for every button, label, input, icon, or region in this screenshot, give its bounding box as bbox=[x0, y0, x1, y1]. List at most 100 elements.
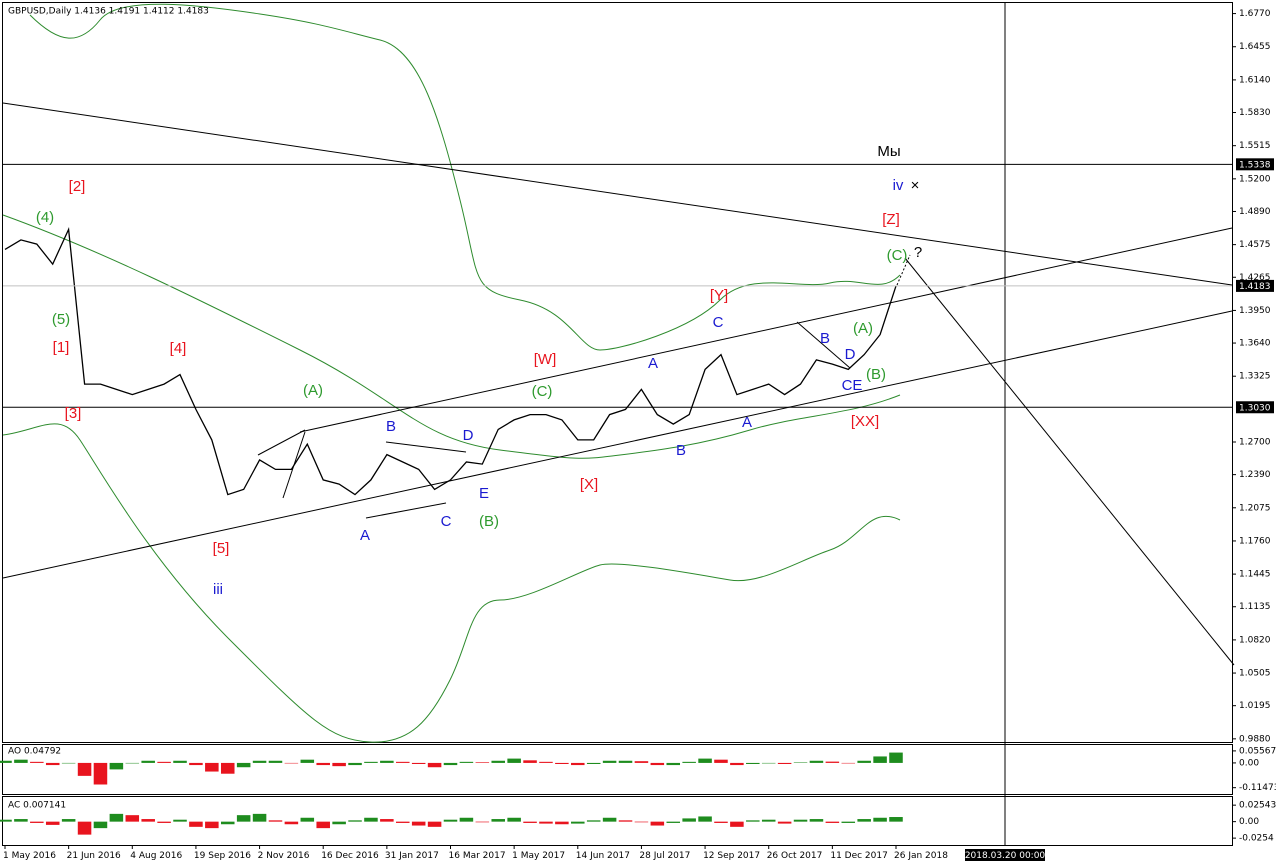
wave-label: [X] bbox=[580, 476, 598, 493]
histogram-bar bbox=[236, 762, 251, 768]
wave-label: (C) bbox=[532, 383, 553, 400]
histogram-bar bbox=[220, 762, 235, 774]
histogram-bar bbox=[300, 817, 315, 822]
trendline bbox=[796, 321, 851, 369]
cursor-label: 2018.03.20 00:00 bbox=[965, 851, 1046, 861]
wave-label: (C) bbox=[887, 247, 908, 264]
ac-title: AC 0.007141 bbox=[8, 801, 66, 811]
wave-label: (4) bbox=[36, 209, 54, 226]
histogram-bar bbox=[650, 762, 665, 766]
histogram-bar bbox=[45, 762, 60, 766]
histogram-bar bbox=[77, 821, 92, 835]
trendline bbox=[299, 227, 1233, 433]
projection bbox=[896, 254, 911, 286]
histogram-bar bbox=[348, 820, 362, 822]
histogram-bar bbox=[411, 821, 426, 826]
middle-band bbox=[2, 214, 901, 459]
wave-label: iv bbox=[893, 177, 904, 194]
y-tick-label: 0.9880 bbox=[1239, 734, 1271, 744]
histogram-bar bbox=[93, 821, 108, 829]
y-tick-label: 1.4890 bbox=[1239, 207, 1271, 217]
y-tick-label: 1.5200 bbox=[1239, 174, 1271, 184]
histogram-bar bbox=[14, 819, 28, 822]
wave-label: [4] bbox=[170, 340, 187, 357]
histogram-bar bbox=[0, 760, 12, 763]
histogram-bar bbox=[300, 759, 315, 763]
wave-label: C bbox=[441, 513, 452, 530]
histogram-bar bbox=[666, 821, 681, 823]
trendline bbox=[365, 502, 447, 519]
histogram-bar bbox=[539, 821, 553, 824]
wave-label: Мы bbox=[877, 143, 900, 160]
histogram-bar bbox=[491, 760, 505, 763]
x-tick-label: 1 May 2016 bbox=[3, 851, 56, 861]
y-tick-label: 1.0820 bbox=[1239, 635, 1271, 645]
y-tick-label: 1.3325 bbox=[1239, 372, 1271, 382]
histogram-bar bbox=[698, 758, 712, 763]
bands bbox=[2, 3, 901, 743]
upper-band bbox=[29, 3, 901, 351]
wave-label: C bbox=[713, 314, 724, 331]
histogram-bar bbox=[173, 819, 187, 822]
y-tick-label: 1.3950 bbox=[1239, 306, 1271, 316]
histogram-bar bbox=[332, 821, 346, 825]
wave-label: [5] bbox=[213, 540, 230, 557]
wave-label: [2] bbox=[69, 178, 86, 195]
histogram-bar bbox=[889, 752, 903, 763]
histogram-bar bbox=[396, 821, 410, 823]
histogram-bar bbox=[427, 762, 442, 768]
y-tick-label: 1.1760 bbox=[1239, 536, 1271, 546]
lower-band bbox=[2, 423, 901, 743]
histogram-bar bbox=[523, 760, 537, 763]
ao-title: AO 0.04792 bbox=[8, 747, 61, 757]
y-tick-label: 0.05567 bbox=[1239, 746, 1276, 756]
histogram-bar bbox=[93, 762, 108, 785]
chart-title: GBPUSD,Daily 1.4136 1.4191 1.4112 1.4183 bbox=[8, 7, 209, 17]
trendline bbox=[904, 257, 1235, 666]
histogram-bar bbox=[809, 760, 824, 763]
y-tick-label: -0.11473 bbox=[1239, 783, 1276, 793]
histogram-bar bbox=[316, 821, 330, 829]
histogram-bar bbox=[777, 762, 792, 764]
level-box bbox=[1236, 158, 1274, 171]
x-tick-label: 26 Oct 2017 bbox=[767, 851, 823, 861]
histogram-bar bbox=[666, 762, 681, 766]
histogram-bar bbox=[459, 761, 474, 763]
histogram-bar bbox=[857, 760, 871, 763]
histogram-bar bbox=[539, 761, 553, 763]
price-line bbox=[4, 226, 897, 496]
y-tick-label: 0.00 bbox=[1239, 817, 1259, 827]
y-tick-label: 1.0505 bbox=[1239, 669, 1271, 679]
histogram-bar bbox=[825, 761, 840, 763]
histogram-bar bbox=[220, 821, 235, 825]
histogram-bar bbox=[793, 819, 808, 822]
wave-label: CE bbox=[842, 377, 863, 394]
wave-label: [3] bbox=[65, 405, 82, 422]
wave-label: [XX] bbox=[851, 413, 879, 430]
trendline bbox=[257, 429, 306, 456]
x-tick-label: 21 Jun 2016 bbox=[67, 851, 121, 861]
histogram-bar bbox=[380, 819, 394, 822]
histogram-bar bbox=[45, 821, 60, 825]
wave-label: D bbox=[463, 427, 474, 444]
wave-label: [W] bbox=[534, 351, 557, 368]
histogram-bar bbox=[205, 821, 219, 829]
histogram-bar bbox=[857, 819, 871, 822]
y-tick-label: 1.2700 bbox=[1239, 438, 1271, 448]
histogram-bar bbox=[125, 762, 140, 764]
x-tick-label: 16 Mar 2017 bbox=[449, 851, 506, 861]
histogram-bar bbox=[30, 761, 44, 763]
histogram-bar bbox=[555, 762, 569, 764]
level-label: 1.4183 bbox=[1239, 282, 1271, 292]
y-tick-label: 1.4265 bbox=[1239, 273, 1271, 283]
histogram-bar bbox=[141, 819, 155, 822]
y-tick-label: 1.5515 bbox=[1239, 141, 1271, 151]
histogram-bar bbox=[380, 760, 394, 763]
x-tick-label: 31 Jan 2017 bbox=[385, 851, 439, 861]
histogram-bar bbox=[586, 820, 601, 822]
histogram-bar bbox=[252, 760, 267, 763]
histogram-bar bbox=[873, 817, 887, 822]
wave-label: B bbox=[820, 330, 830, 347]
